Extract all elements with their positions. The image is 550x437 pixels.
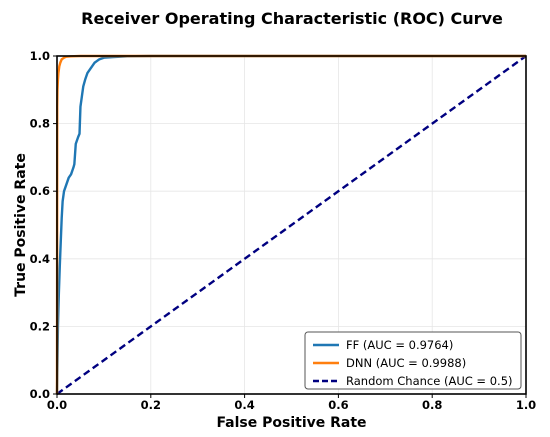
x-tick-label: 1.0 [516, 398, 536, 412]
legend-label-ff: FF (AUC = 0.9764) [346, 338, 453, 352]
grid-lines [56, 55, 527, 395]
legend-label-dnn: DNN (AUC = 0.9988) [346, 356, 466, 370]
y-tick-label: 1.0 [30, 49, 50, 63]
plot-frame [56, 55, 527, 395]
y-tick-label: 0.8 [30, 117, 50, 131]
legend: FF (AUC = 0.9764) DNN (AUC = 0.9988) Rando… [304, 331, 522, 390]
x-tick-label: 0.0 [47, 398, 67, 412]
legend-label-random: Random Chance (AUC = 0.5) [346, 374, 513, 388]
series-line-random [56, 55, 527, 395]
y-tick-label: 0.6 [30, 184, 50, 198]
y-axis-label: True Positive Rate [13, 153, 29, 297]
y-tick-label: 0.4 [30, 252, 50, 266]
chart-title: Receiver Operating Characteristic (ROC) … [81, 9, 503, 28]
x-tick-label: 0.2 [141, 398, 161, 412]
legend-box [304, 331, 522, 390]
y-tick-label: 0.2 [30, 319, 50, 333]
x-tick-label: 0.8 [422, 398, 442, 412]
x-tick-label: 0.6 [328, 398, 348, 412]
y-tick-label: 0.0 [30, 387, 50, 401]
x-axis-label: False Positive Rate [216, 415, 366, 431]
series-line-ff [55, 54, 526, 395]
x-tick-label: 0.4 [234, 398, 254, 412]
axis-ticks: 0.0 0.2 0.4 0.6 0.8 1.0 0.0 0.2 0.4 0.6 0.8 1.0 [30, 49, 537, 412]
